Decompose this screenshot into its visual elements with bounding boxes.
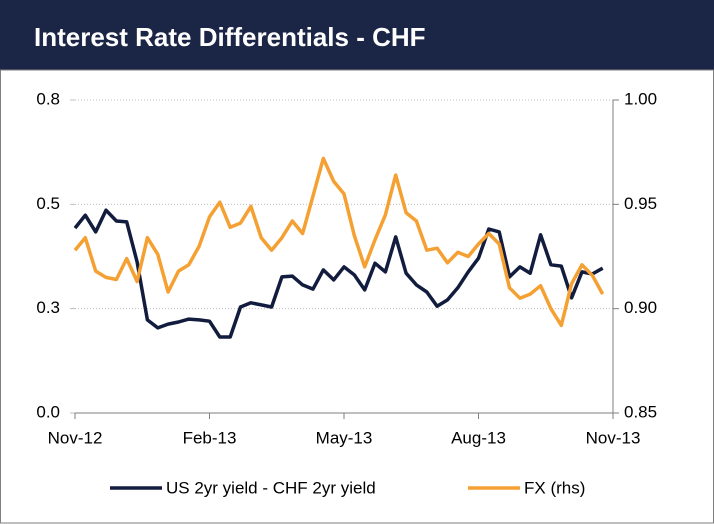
y2-tick-label: 0.90 — [624, 298, 657, 317]
header-bar — [0, 0, 714, 70]
series-line — [73, 208, 604, 339]
y2-tick-label: 1.00 — [624, 89, 657, 108]
y-tick-label: 0.8 — [36, 89, 60, 108]
legend-label: US 2yr yield - CHF 2yr yield — [166, 478, 376, 497]
x-tick-label: Nov-12 — [48, 428, 103, 447]
x-tick-label: May-13 — [316, 428, 373, 447]
x-tick-label: Feb-13 — [183, 428, 237, 447]
y-tick-label: 0.5 — [36, 194, 60, 213]
x-tick-label: Aug-13 — [451, 428, 506, 447]
series-line — [73, 156, 605, 328]
frame-border — [0, 69, 714, 524]
y-tick-label: 0.3 — [36, 298, 60, 317]
chart-title: Interest Rate Differentials - CHF — [34, 22, 426, 52]
y2-tick-label: 0.95 — [624, 194, 657, 213]
y2-tick-label: 0.85 — [624, 402, 657, 421]
legend-label: FX (rhs) — [524, 478, 585, 497]
y-tick-label: 0.0 — [36, 402, 60, 421]
x-tick-label: Nov-13 — [586, 428, 641, 447]
